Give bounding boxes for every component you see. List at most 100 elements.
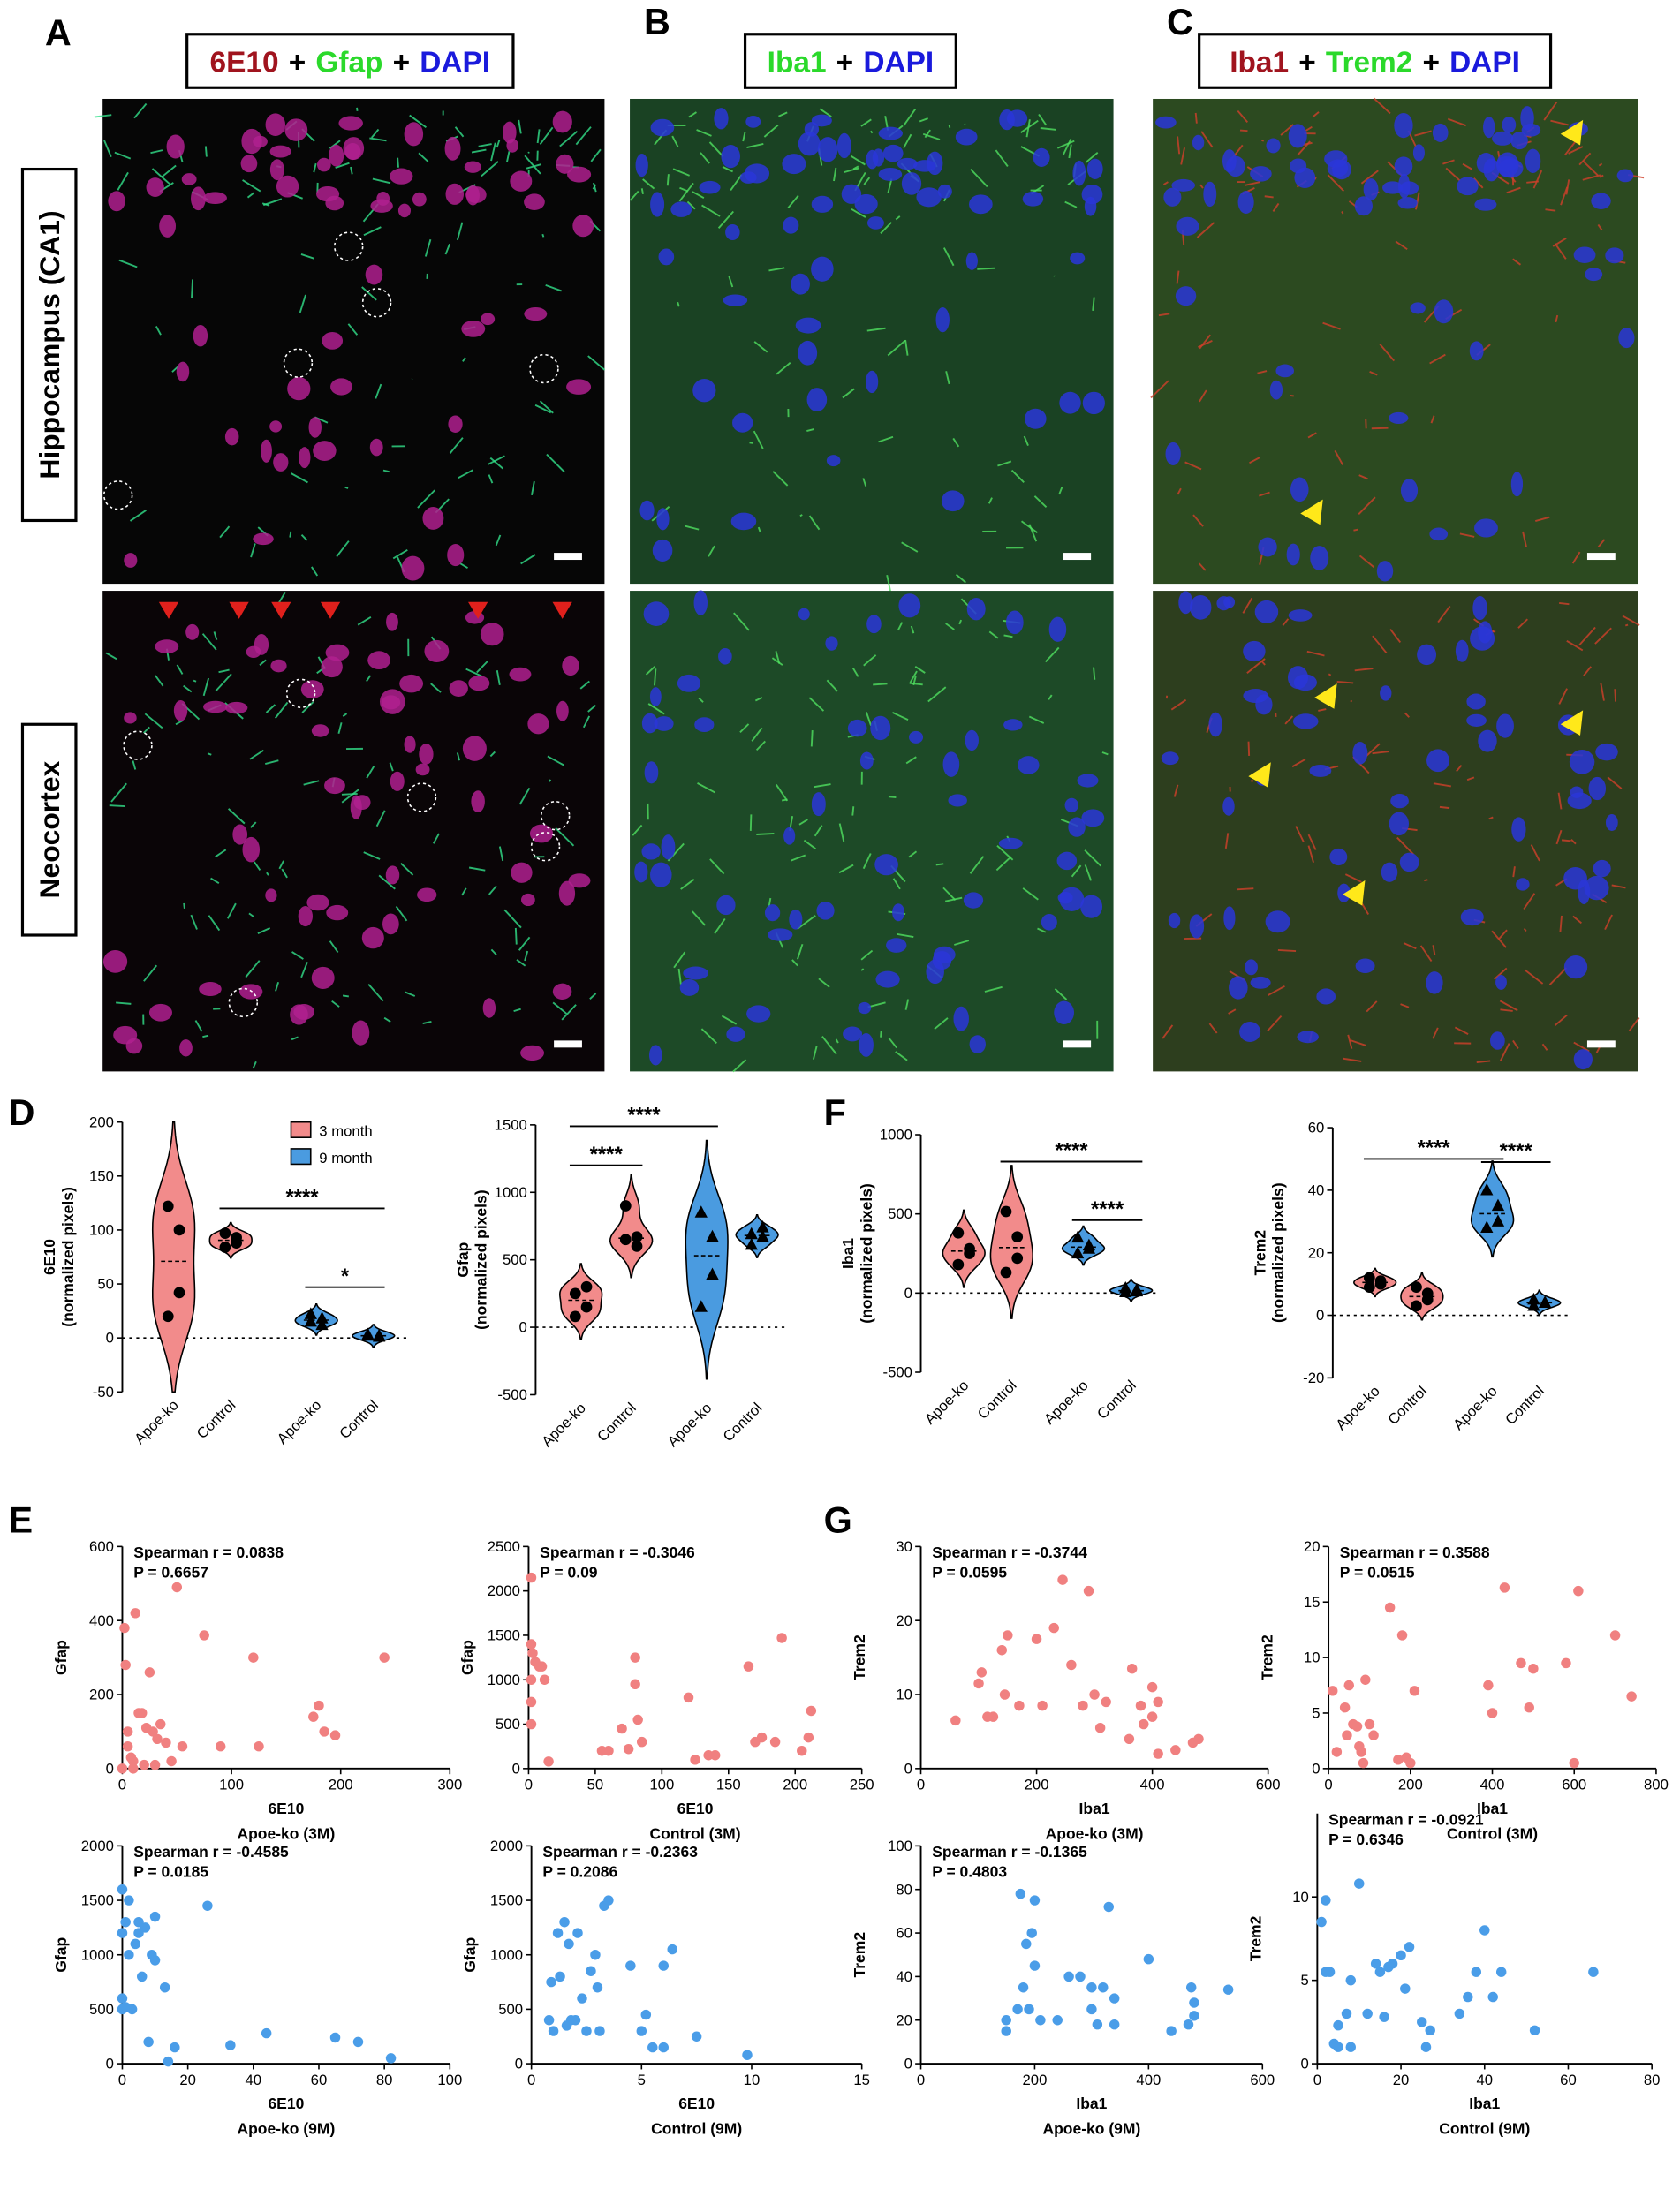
point [1425,2026,1434,2035]
nucleus [1290,477,1309,502]
point [128,1763,138,1773]
point [572,1928,582,1937]
point [1346,2042,1356,2051]
point [581,1302,593,1313]
point [1084,1586,1094,1596]
nucleus [103,950,127,973]
point [594,2026,604,2035]
point [174,1225,185,1236]
point [544,2015,554,2025]
header-part: 6E10 [210,47,279,79]
fiber [1353,530,1358,531]
point [1396,1951,1405,1960]
x-tick-label: 400 [1136,2072,1161,2088]
nucleus [225,428,239,446]
nucleus [1364,178,1379,200]
nucleus [179,1039,193,1056]
point [1588,1967,1598,1976]
fiber [1328,674,1330,675]
nucleus [1484,158,1500,181]
point [1340,1702,1350,1712]
nucleus [726,1027,745,1042]
nucleus [1605,247,1623,263]
point [1316,1917,1326,1927]
point [119,1623,129,1633]
y-axis-label: Trem2 [851,1932,868,1978]
point [1421,2042,1431,2051]
point [659,2042,669,2052]
nucleus [1270,381,1283,400]
nucleus [966,253,978,270]
nucleus [1023,192,1043,207]
nucleus [412,193,427,207]
point [564,1939,573,1949]
nucleus [174,700,187,721]
nucleus [1417,645,1436,666]
nucleus [916,187,941,207]
point [386,2053,396,2063]
significance-label: **** [1091,1197,1124,1221]
point [152,1734,162,1744]
nucleus [837,133,851,158]
point [537,1661,547,1671]
nucleus [798,341,817,366]
point [1001,1267,1012,1279]
group-label: Apoe-ko (3M) [237,1824,335,1842]
nucleus [1245,959,1258,975]
x-tick-label: 60 [1560,2072,1577,2088]
nucleus [879,127,903,140]
point [137,1708,147,1718]
x-tick-label: 20 [179,2072,196,2088]
nucleus [1426,749,1449,772]
y-tick-label: 2500 [488,1538,520,1555]
nucleus [1054,1001,1074,1024]
nucleus [943,751,960,777]
nucleus [354,795,371,810]
nucleus [812,196,833,213]
point [806,1706,816,1716]
x-tick-label: 100 [437,2072,462,2088]
nucleus [1570,750,1595,774]
nucleus [1169,913,1180,928]
point [231,1237,242,1249]
nucleus [1591,193,1610,209]
point [1328,1686,1337,1695]
point [1333,2042,1343,2051]
nucleus [812,792,826,816]
y-tick-label: 150 [89,1167,114,1184]
nucleus [306,895,329,911]
point [770,1737,780,1747]
y-tick-label: 10 [1292,1889,1309,1906]
header-part: + [1422,47,1440,79]
header-part: + [289,47,306,79]
x-tick-label: 0 [118,2072,126,2088]
point [1124,1734,1134,1744]
x-tick-label: 0 [118,1777,126,1793]
point [526,1675,536,1685]
y-axis-label: (normalized pixels) [1269,1182,1287,1323]
point [1030,1895,1040,1905]
nucleus [1585,268,1602,281]
x-tick-label: 800 [1644,1777,1669,1793]
y-tick-label: 0 [904,1285,912,1302]
point [1223,1984,1233,1994]
point [1530,2026,1540,2035]
fiber [1249,742,1250,756]
nucleus [366,265,383,285]
nucleus [1429,528,1448,541]
nucleus [892,903,904,921]
x-axis-label: Iba1 [1076,2095,1107,2112]
nucleus [1382,181,1403,193]
header-part: + [1298,47,1316,79]
nucleus [225,702,247,713]
y-tick-label: 20 [1308,1244,1325,1261]
nucleus [269,420,282,432]
nucleus [636,154,648,177]
point [540,1675,549,1685]
annotation: Spearman r = -0.1365 [932,1843,1087,1861]
point [659,1960,669,1970]
fiber [528,152,529,153]
group-label: Control (3M) [650,1824,741,1842]
nucleus [370,199,392,212]
point [559,1917,569,1927]
